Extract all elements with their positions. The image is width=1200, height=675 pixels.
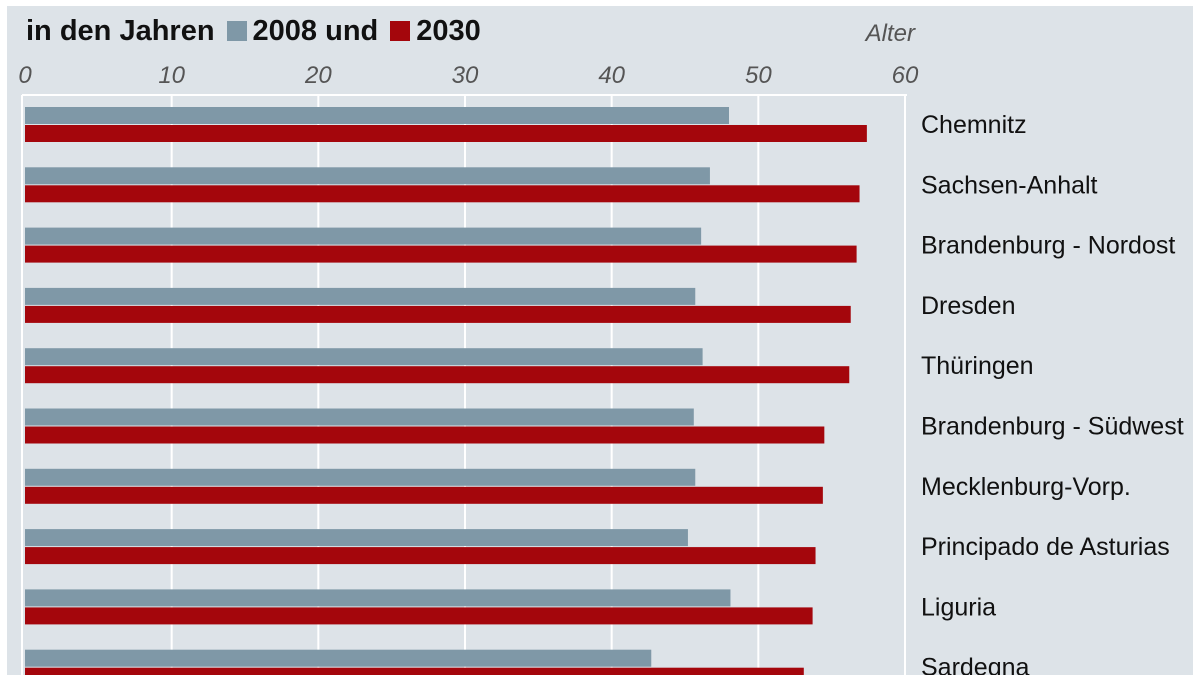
- bar-2030: [25, 486, 823, 504]
- category-label: Brandenburg - Nordost: [921, 232, 1175, 260]
- bar-2008: [25, 227, 702, 245]
- x-tick-label: 30: [452, 62, 479, 89]
- category-label: Liguria: [921, 593, 996, 621]
- bar-2008: [25, 468, 696, 486]
- category-label: Sachsen-Anhalt: [921, 171, 1098, 199]
- bar-2030: [25, 185, 860, 203]
- x-tick-label: 50: [745, 62, 772, 89]
- category-label: Principado de Asturias: [921, 533, 1170, 561]
- category-label: Chemnitz: [921, 111, 1027, 139]
- bar-2008: [25, 589, 731, 607]
- bar-2030: [25, 366, 850, 384]
- legend-swatch-2030: [390, 21, 411, 41]
- category-label: Mecklenburg-Vorp.: [921, 473, 1131, 501]
- legend-prefix: in den Jahren: [26, 14, 215, 47]
- bar-2008: [25, 107, 729, 124]
- category-label: Thüringen: [921, 352, 1034, 380]
- bar-2008: [25, 287, 696, 305]
- legend-label-2030: 2030: [416, 14, 481, 47]
- bar-2030: [25, 125, 867, 142]
- bar-2030: [25, 547, 816, 565]
- bar-2030: [25, 426, 825, 444]
- legend-label-2008: 2008 und: [252, 14, 379, 47]
- x-tick-label: 60: [892, 62, 919, 89]
- category-label: Sardegna: [921, 654, 1030, 675]
- bar-2008: [25, 529, 688, 547]
- legend: in den Jahren 2008 und 2030: [26, 13, 481, 49]
- bar-2008: [25, 348, 703, 366]
- x-tick-label: 40: [598, 62, 625, 89]
- bar-2030: [25, 667, 804, 675]
- bar-2030: [25, 245, 857, 263]
- legend-swatch-2008: [226, 21, 247, 41]
- x-tick-label: 10: [158, 62, 185, 89]
- x-axis-label: Alter: [864, 20, 916, 47]
- x-tick-label: 20: [304, 62, 332, 89]
- bar-2008: [25, 649, 652, 667]
- x-tick-label: 0: [18, 62, 32, 89]
- bar-2008: [25, 167, 710, 185]
- category-label: Dresden: [921, 292, 1016, 320]
- bar-2030: [25, 305, 851, 323]
- bar-2030: [25, 607, 813, 625]
- category-label: Brandenburg - Südwest: [921, 413, 1184, 441]
- bar-2008: [25, 408, 694, 426]
